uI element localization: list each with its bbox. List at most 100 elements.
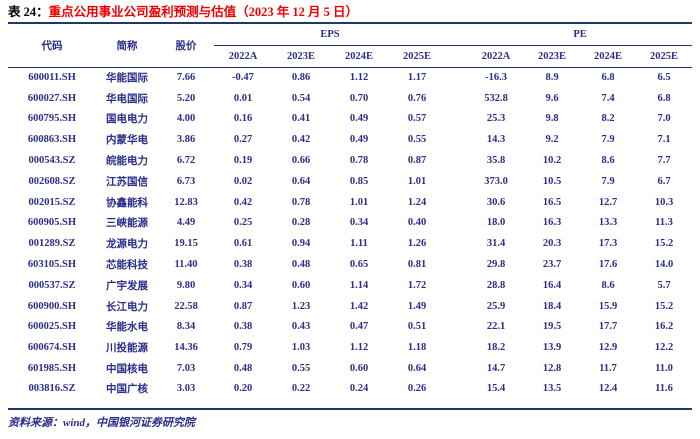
cell-eps-2025e: 1.18 <box>407 342 427 354</box>
cell-price: 8.34 <box>176 321 196 333</box>
cell-name: 川投能源 <box>106 343 148 355</box>
cell-price: 3.86 <box>176 134 196 146</box>
cell-spacer <box>446 88 468 109</box>
cell-pe-2022a: 14.3 <box>486 134 506 146</box>
cell-pe-2025e: 12.2 <box>654 342 674 354</box>
col-header-pe-year: 2022A <box>468 45 525 68</box>
col-group-spacer <box>446 23 469 46</box>
cell-code: 002608.SZ <box>28 175 76 187</box>
cell-pe-2025e: 11.6 <box>655 383 673 395</box>
cell-pe-2023e: 9.2 <box>545 134 559 146</box>
cell-name: 长江电力 <box>106 301 148 313</box>
cell-code: 600025.SH <box>27 321 77 333</box>
cell-spacer <box>446 317 468 338</box>
table-row: 003816.SZ 中国广核 3.03 0.20 0.22 0.24 0.26 15.4 13.… <box>8 379 692 409</box>
cell-name: 皖能电力 <box>106 156 148 168</box>
cell-name: 龙源电力 <box>106 239 148 251</box>
cell-price: 7.03 <box>176 363 196 375</box>
col-group-eps: EPS <box>214 23 447 46</box>
table-row: 600011.SH 华能国际 7.66 -0.47 0.86 1.12 1.17 -16.3 8… <box>8 67 692 88</box>
cell-eps-2025e: 0.55 <box>407 134 427 146</box>
cell-eps-2023e: 0.86 <box>291 72 311 84</box>
cell-eps-2023e: 0.28 <box>291 217 311 229</box>
table-row: 000537.SZ 广宇发展 9.80 0.34 0.60 1.14 1.72 28.8 16.… <box>8 275 692 296</box>
cell-eps-2022a: 0.16 <box>233 113 253 125</box>
table-row: 600905.SH 三峡能源 4.49 0.25 0.28 0.34 0.40 18.0 16.… <box>8 213 692 234</box>
cell-pe-2023e: 10.2 <box>542 155 562 167</box>
cell-eps-2025e: 1.26 <box>407 238 427 250</box>
cell-pe-2022a: 25.9 <box>486 300 506 312</box>
cell-pe-2022a: 14.7 <box>486 363 506 375</box>
table-header: 代码 简称 股价 EPS PE 2022A 2023E 2024E 2025E 2022… <box>8 23 693 68</box>
cell-price: 7.66 <box>176 72 196 84</box>
cell-price: 11.40 <box>174 259 198 271</box>
cell-code: 603105.SH <box>27 259 77 271</box>
cell-spacer <box>446 254 468 275</box>
cell-pe-2024e: 12.7 <box>598 196 618 208</box>
cell-price: 14.36 <box>174 342 198 354</box>
cell-eps-2025e: 0.40 <box>407 217 427 229</box>
cell-eps-2025e: 1.49 <box>407 300 427 312</box>
cell-eps-2024e: 1.42 <box>349 300 369 312</box>
col-group-pe: PE <box>468 23 693 46</box>
cell-pe-2024e: 12.9 <box>598 342 618 354</box>
cell-code: 600795.SH <box>27 113 77 125</box>
cell-pe-2024e: 7.9 <box>601 175 615 187</box>
cell-code: 002015.SZ <box>28 196 76 208</box>
cell-eps-2023e: 0.41 <box>291 113 311 125</box>
cell-eps-2024e: 1.12 <box>349 342 369 354</box>
cell-pe-2022a: 18.0 <box>486 217 506 229</box>
cell-pe-2025e: 11.3 <box>655 217 673 229</box>
cell-eps-2023e: 0.42 <box>291 134 311 146</box>
cell-code: 001289.SZ <box>28 238 76 250</box>
cell-name: 协鑫能科 <box>106 197 148 209</box>
cell-pe-2024e: 7.9 <box>601 134 615 146</box>
cell-pe-2024e: 12.4 <box>598 383 618 395</box>
cell-eps-2023e: 0.60 <box>291 279 311 291</box>
cell-eps-2022a: 0.20 <box>233 383 253 395</box>
cell-price: 12.83 <box>174 196 198 208</box>
cell-pe-2023e: 16.3 <box>542 217 562 229</box>
cell-eps-2022a: 0.38 <box>233 259 253 271</box>
cell-pe-2025e: 15.2 <box>654 238 674 250</box>
cell-pe-2024e: 17.6 <box>598 259 618 271</box>
cell-code: 000543.SZ <box>28 155 76 167</box>
cell-spacer <box>446 296 468 317</box>
col-header-pe-year: 2025E <box>636 45 693 68</box>
cell-name: 三峡能源 <box>106 218 148 230</box>
cell-eps-2025e: 0.51 <box>407 321 427 333</box>
cell-pe-2025e: 7.1 <box>657 134 671 146</box>
cell-eps-2022a: 0.87 <box>233 300 253 312</box>
cell-eps-2023e: 0.55 <box>291 363 311 375</box>
table-row: 002608.SZ 江苏国信 6.73 0.02 0.64 0.85 1.01 373.0 10… <box>8 171 692 192</box>
table-row: 600795.SH 国电电力 4.00 0.16 0.41 0.49 0.57 25.3 9.8… <box>8 109 692 130</box>
cell-pe-2023e: 13.5 <box>542 383 562 395</box>
cell-pe-2023e: 10.5 <box>542 175 562 187</box>
cell-eps-2024e: 0.65 <box>349 259 369 271</box>
table-row: 600863.SH 内蒙华电 3.86 0.27 0.42 0.49 0.55 14.3 9.2… <box>8 129 692 150</box>
cell-pe-2022a: 31.4 <box>486 238 506 250</box>
cell-pe-2025e: 6.7 <box>657 175 671 187</box>
table-row: 000543.SZ 皖能电力 6.72 0.19 0.66 0.78 0.87 35.8 10.… <box>8 150 692 171</box>
cell-eps-2022a: 0.02 <box>233 175 253 187</box>
cell-eps-2025e: 1.24 <box>407 196 427 208</box>
cell-pe-2022a: 15.4 <box>486 383 506 395</box>
cell-price: 4.00 <box>176 113 196 125</box>
cell-pe-2023e: 18.4 <box>542 300 562 312</box>
cell-pe-2024e: 15.9 <box>598 300 618 312</box>
cell-spacer <box>446 192 468 213</box>
cell-eps-2023e: 0.54 <box>291 92 311 104</box>
cell-pe-2024e: 13.3 <box>598 217 618 229</box>
cell-code: 601985.SH <box>27 363 77 375</box>
cell-eps-2024e: 1.01 <box>349 196 369 208</box>
cell-price: 4.49 <box>176 217 196 229</box>
cell-spacer <box>446 129 468 150</box>
cell-pe-2025e: 7.7 <box>657 155 671 167</box>
cell-pe-2023e: 19.5 <box>542 321 562 333</box>
cell-name: 内蒙华电 <box>106 135 148 147</box>
table-title: 表 24：重点公用事业公司盈利预测与估值（2023 年 12 月 5 日） <box>8 0 692 22</box>
table-body: 600011.SH 华能国际 7.66 -0.47 0.86 1.12 1.17 -16.3 8… <box>8 67 692 409</box>
cell-pe-2022a: 25.3 <box>486 113 506 125</box>
cell-eps-2022a: 0.25 <box>233 217 253 229</box>
cell-spacer <box>446 109 468 130</box>
